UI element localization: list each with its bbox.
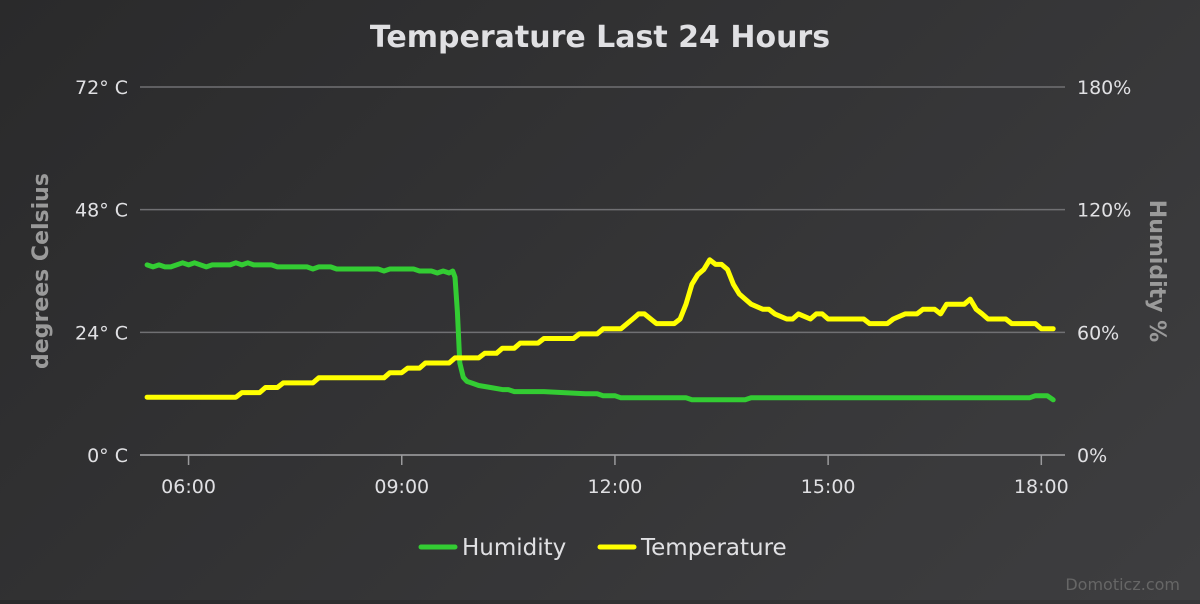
x-tick-label: 06:00 xyxy=(161,476,216,498)
y-left-tick-label: 0° C xyxy=(87,445,128,467)
x-tick-label: 18:00 xyxy=(1014,476,1069,498)
legend-item-humidity[interactable]: Humidity xyxy=(418,535,566,561)
y-left-tick-label: 24° C xyxy=(75,322,128,344)
left-axis-ticks: 0° C 24° C 48° C 72° C xyxy=(75,77,128,467)
x-axis: 06:00 09:00 12:00 15:00 18:00 xyxy=(140,454,1069,498)
legend-item-temperature[interactable]: Temperature xyxy=(597,535,787,561)
legend-label-temperature: Temperature xyxy=(640,535,787,561)
series-layer xyxy=(144,257,1056,403)
x-tick-label: 09:00 xyxy=(374,476,429,498)
series-line-humidity[interactable] xyxy=(144,260,1056,403)
y-axis-right-title: Humidity % xyxy=(1144,200,1169,342)
legend: Humidity Temperature xyxy=(418,535,787,561)
right-axis-ticks: 0% 60% 120% 180% xyxy=(1077,77,1131,467)
series-line-temperature[interactable] xyxy=(144,257,1056,400)
credits-link[interactable]: Domoticz.com xyxy=(1065,575,1180,594)
y-right-tick-label: 0% xyxy=(1077,445,1107,467)
x-tick-label: 15:00 xyxy=(801,476,856,498)
legend-label-humidity: Humidity xyxy=(462,535,566,561)
x-tick-label: 12:00 xyxy=(588,476,643,498)
y-right-tick-label: 180% xyxy=(1077,77,1131,99)
y-right-tick-label: 120% xyxy=(1077,200,1131,222)
y-axis-left-title: degrees Celsius xyxy=(29,173,54,369)
y-left-tick-label: 72° C xyxy=(75,77,128,99)
chart-title: Temperature Last 24 Hours xyxy=(370,20,830,55)
y-right-tick-label: 60% xyxy=(1077,322,1119,344)
y-left-tick-label: 48° C xyxy=(75,200,128,222)
